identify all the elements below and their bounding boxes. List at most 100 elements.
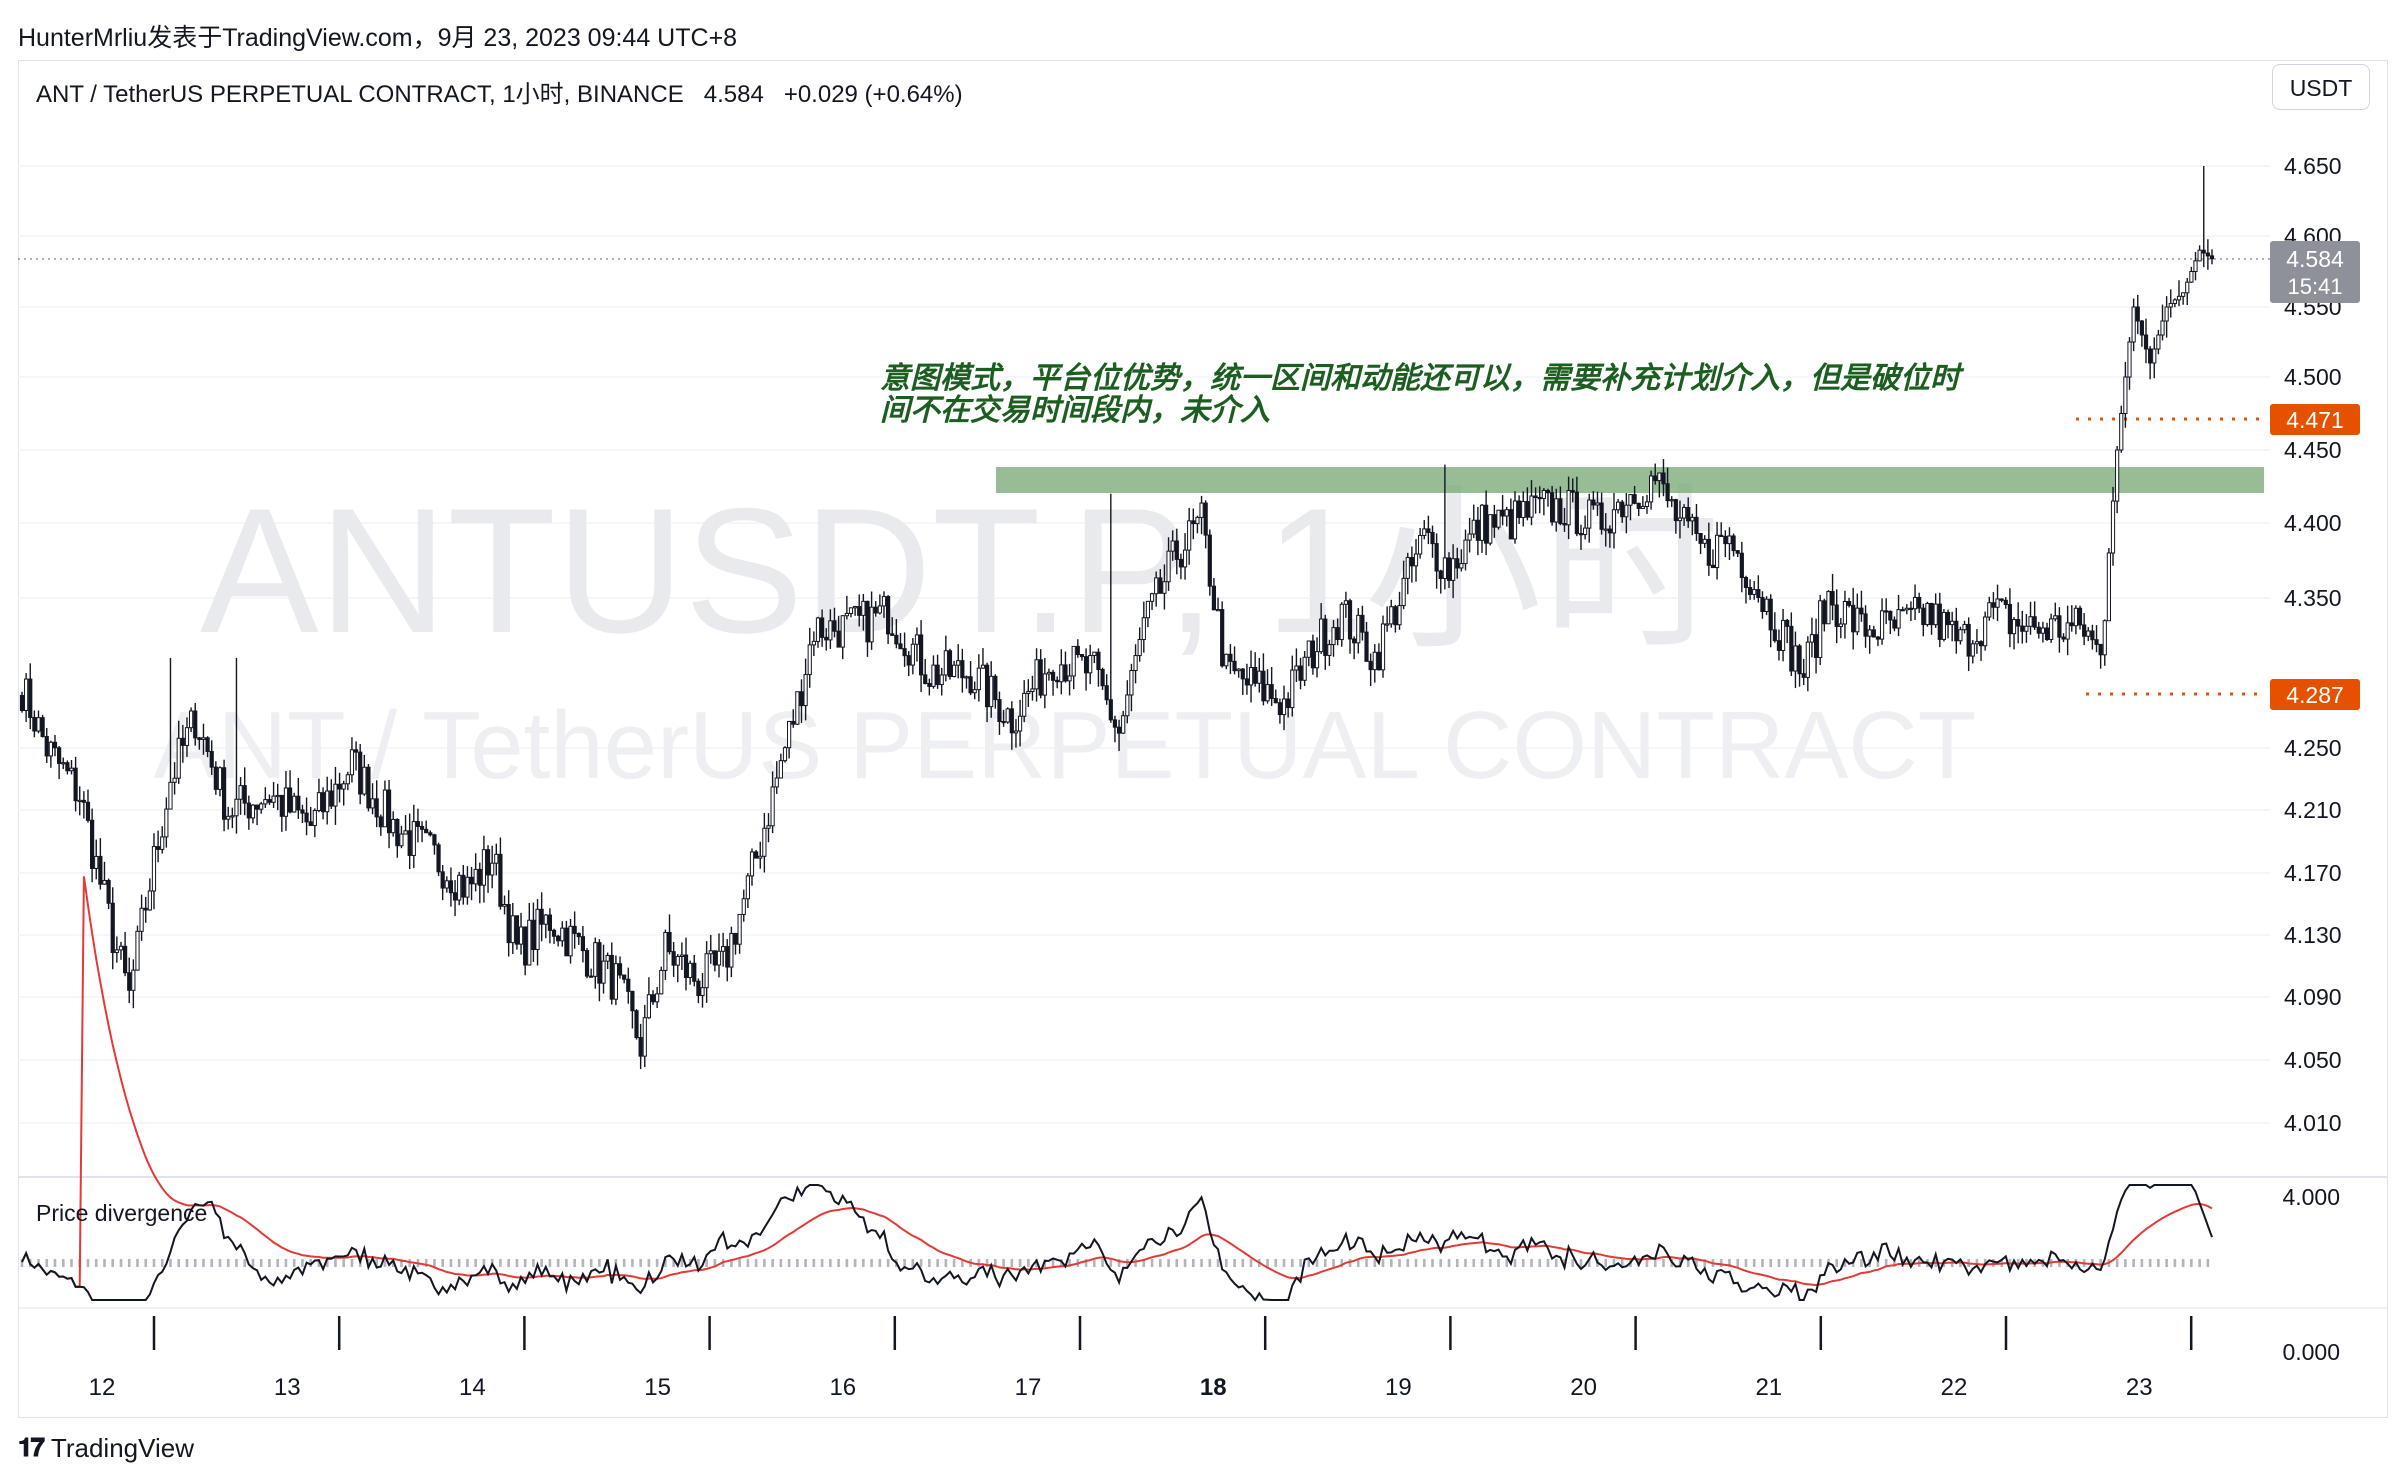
histogram-bar [886,1259,890,1267]
histogram-bar [911,1259,915,1267]
candle [543,914,548,939]
candle [692,954,697,987]
candle [316,778,322,813]
candle [1578,524,1584,550]
candle [2148,346,2153,380]
candle [844,595,849,620]
histogram-bar [1571,1259,1575,1267]
candle [1595,491,1600,516]
candle [1380,615,1386,678]
histogram-bar [1752,1259,1756,1267]
price-axis[interactable]: 4.6504.6004.5504.5004.4504.4004.3504.250… [2284,153,2342,1136]
histogram-bar [1233,1259,1236,1267]
histogram-bar [1794,1259,1797,1267]
histogram-bar [1191,1259,1195,1267]
platform-zone[interactable] [996,467,2264,493]
price-axis-label: 4.650 [2284,153,2342,179]
candle [1162,564,1167,610]
candle-series[interactable] [19,166,2215,1070]
candle [2205,239,2210,270]
histogram-bar [202,1259,205,1267]
candle [539,892,544,942]
candle [927,678,932,696]
histogram-bar [1530,1259,1533,1267]
candle [2073,605,2078,635]
candle [1352,636,1357,660]
candle [1401,560,1406,610]
candle [1950,611,1955,642]
histogram-bar [952,1259,956,1267]
histogram-bar [1728,1259,1731,1267]
candle [1063,651,1068,683]
histogram-bar [2206,1259,2210,1267]
price-axis-label: 4.170 [2284,860,2342,886]
candle [1632,485,1637,505]
histogram-bar [2198,1259,2201,1267]
histogram-bar [878,1259,882,1267]
candle [2077,605,2083,630]
chart-frame [18,60,2388,1418]
candle [1727,527,1732,561]
candle [712,950,717,972]
annotation-line-2[interactable]: 间不在交易时间段内，未介入 [880,393,1270,428]
candle [2007,588,2013,648]
candle [593,937,598,989]
candle [931,655,936,689]
candle [407,813,412,870]
candle [799,679,804,723]
candle [902,632,907,667]
histogram-bar [763,1259,766,1267]
annotation-line-1[interactable]: 意图模式，平台位优势，统一区间和动能还可以，需要补充计划介入，但是破位时 [880,361,1965,396]
histogram-bar [1744,1259,1748,1267]
price-axis-label: 4.350 [2284,585,2342,611]
candle [820,609,825,647]
candle [894,619,899,649]
histogram-bar [1266,1259,1269,1267]
candle [1166,537,1171,591]
histogram-bar [1472,1259,1476,1267]
histogram-bar [1893,1259,1896,1267]
histogram-bar [2165,1259,2168,1267]
histogram-bar [622,1259,626,1267]
symbol-legend[interactable]: ANT / TetherUS PERPETUAL CONTRACT, 1小时, … [36,74,963,109]
histogram-bar [713,1259,717,1267]
histogram-bar [1876,1259,1880,1267]
histogram-bar [1200,1259,1203,1267]
histogram-bar [1513,1259,1517,1267]
candle [2020,610,2025,644]
candle [1665,467,1670,508]
currency-button[interactable]: USDT [2272,64,2370,110]
candle [1550,485,1555,526]
histogram-bar [1101,1259,1104,1267]
candle [984,662,990,723]
candle [1653,463,1658,485]
histogram-bar [2190,1259,2193,1267]
candle [283,771,289,831]
candle [671,942,676,977]
time-axis[interactable]: 12 13 14 15 16 17 18 19 20 21 22 23 [89,1316,2193,1401]
candle [65,760,70,775]
candle [721,932,726,967]
candle [448,867,454,907]
candle [597,939,602,1002]
candle [580,926,586,963]
indicator-title[interactable]: Price divergence [36,1200,208,1226]
histogram-bar [1785,1259,1789,1267]
candle [1562,507,1567,532]
candle [230,807,235,829]
candle [1116,719,1122,751]
candle [1867,625,1872,654]
candle [568,918,573,964]
candle [576,932,581,945]
candle [1385,606,1390,632]
candle [333,766,338,825]
candle [494,843,499,876]
tradingview-logo[interactable]: 𝟏𝟕 TradingView [18,1432,194,1464]
histogram-bar [284,1259,288,1267]
candle [1446,552,1452,588]
candle [1500,494,1505,526]
candle [725,939,730,982]
candle [1945,609,1951,639]
candle [572,911,577,949]
